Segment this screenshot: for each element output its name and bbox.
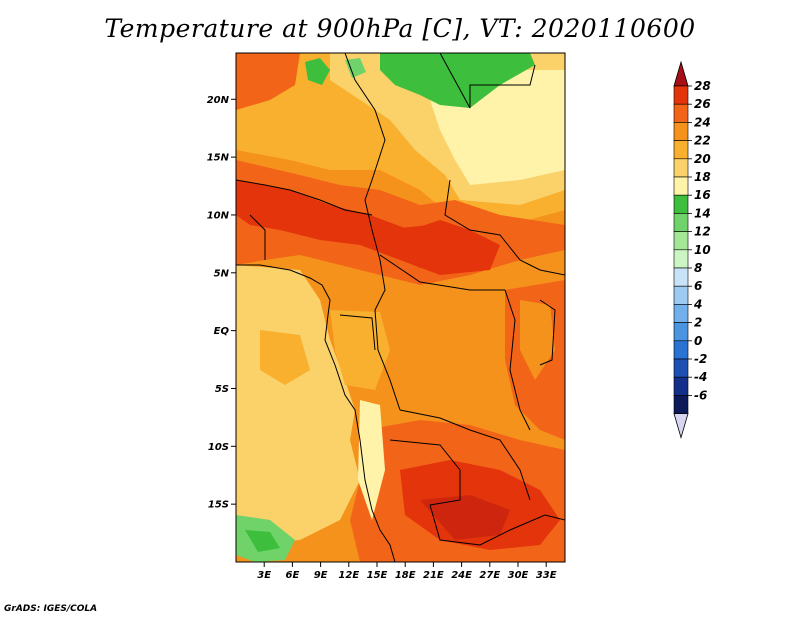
lat-tick-label: 5N [214,268,230,279]
colorbar-top-arrow [673,60,689,87]
colorbar-label: 8 [694,261,702,275]
colorbar-swatch [673,122,689,141]
lon-tick-label: 30E [508,570,529,581]
colorbar-label: 24 [694,115,711,129]
lon-tick-label: 15E [367,570,388,581]
lon-tick-label: 3E [257,570,271,581]
country-borders [236,53,565,562]
colorbar-swatch [673,322,689,342]
colorbar-swatch [673,340,689,360]
lon-tick-label: 18E [395,570,416,581]
lat-tick-label: EQ [214,326,230,337]
colorbar-swatch [673,304,689,323]
colorbar-label: 0 [694,334,702,348]
colorbar-label: 28 [694,79,711,93]
colorbar-label: 12 [694,225,711,239]
lat-tick-label: 15N [207,153,230,164]
colorbar-label: 2 [694,316,702,330]
latitude-axis: 20N 15N 10N 5N EQ 5S 10S 15S [207,95,236,511]
colorbar-swatch [673,85,689,105]
colorbar-swatch [673,140,689,160]
map-title: Temperature at 900hPa [C], VT: 202011060… [104,14,696,43]
lat-tick-label: 15S [208,500,229,511]
longitude-axis: 3E 6E 9E 12E 15E 18E 21E 24E 27E 30E 33E [257,562,557,581]
lon-tick-label: 9E [314,570,328,581]
lon-tick-label: 12E [338,570,359,581]
colorbar-swatch [673,358,689,378]
colorbar-swatch [673,103,689,123]
colorbar-swatch [673,376,689,396]
colorbar-label: 10 [694,243,711,257]
lon-tick-label: 24E [451,570,472,581]
footer-credit: GrADS: IGES/COLA [4,604,98,614]
colorbar-label: 18 [694,170,711,184]
colorbar-label: -4 [694,370,707,384]
colorbar-label: 22 [694,134,711,148]
colorbar-bottom-arrow [673,413,689,440]
colorbar-label: 4 [693,297,702,311]
colorbar-swatch [673,285,689,305]
colorbar-swatch [673,194,689,214]
lat-tick-label: 10S [208,442,229,453]
colorbar-label: 26 [694,97,711,111]
colorbar-swatch [673,213,689,232]
lon-tick-label: 21E [423,570,444,581]
lon-tick-label: 33E [536,570,557,581]
colorbar-label: -6 [694,388,707,402]
colorbar-label: 14 [694,206,711,220]
colorbar-label: 16 [694,188,711,202]
colorbar-swatch [673,158,689,178]
lon-tick-label: 27E [479,570,500,581]
colorbar-swatch [673,176,689,196]
lat-tick-label: 5S [215,384,229,395]
lat-tick-label: 20N [207,95,230,106]
colorbar-label: -2 [694,352,707,366]
colorbar-label: 20 [694,152,711,166]
lon-tick-label: 6E [286,570,300,581]
colorbar-swatch [673,395,689,414]
temperature-field [236,53,565,562]
colorbar-label: 6 [694,279,702,293]
lat-tick-label: 10N [207,210,230,221]
colorbar-swatch [673,231,689,251]
colorbar-swatch [673,267,689,287]
colorbar-swatch [673,249,689,269]
